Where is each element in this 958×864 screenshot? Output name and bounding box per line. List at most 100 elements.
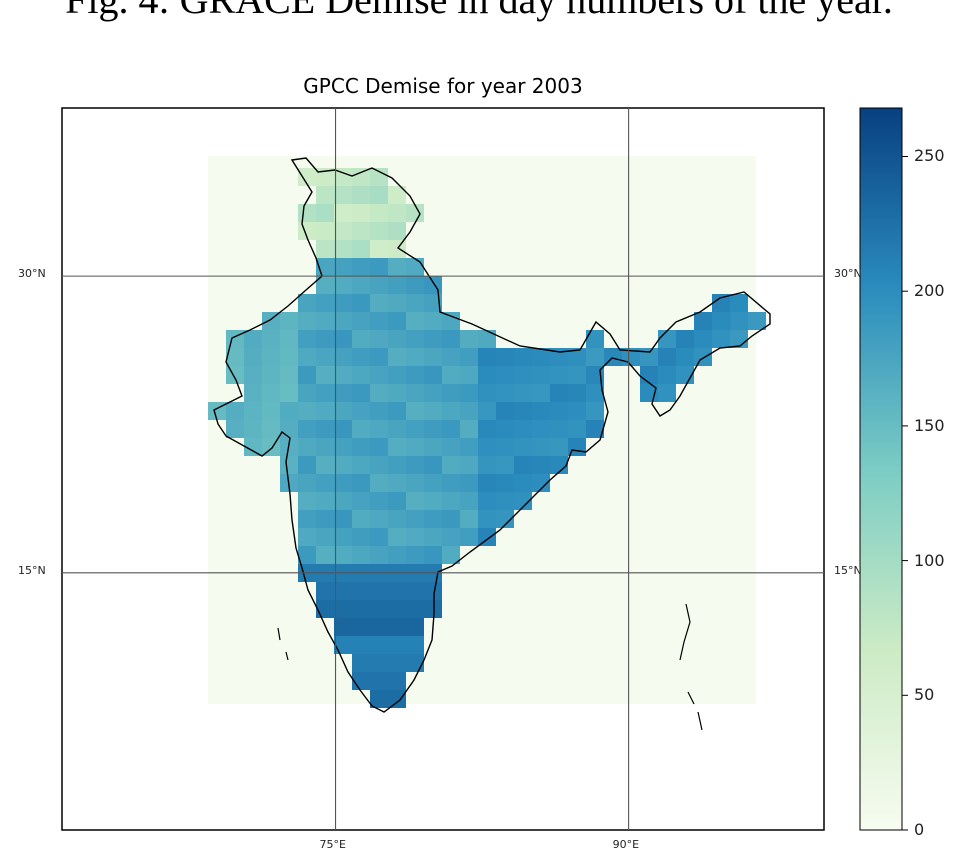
- grid-cell: [370, 348, 388, 366]
- grid-cell: [352, 204, 370, 222]
- grid-cell: [406, 312, 424, 330]
- grid-cell: [478, 384, 496, 402]
- grid-cell: [370, 276, 388, 294]
- grid-cell: [406, 528, 424, 546]
- grid-cell: [370, 384, 388, 402]
- grid-cell: [352, 258, 370, 276]
- grid-cell: [226, 420, 244, 438]
- grid-cell: [316, 492, 334, 510]
- grid-cell: [388, 690, 406, 708]
- grid-cell: [280, 366, 298, 384]
- colorbar: [859, 107, 903, 831]
- grid-cell: [262, 402, 280, 420]
- grid-cell: [460, 474, 478, 492]
- grid-cell: [640, 348, 658, 366]
- grid-cell: [316, 582, 334, 600]
- grid-cell: [352, 420, 370, 438]
- grid-cell: [496, 384, 514, 402]
- grid-cell: [460, 456, 478, 474]
- grid-cell: [514, 492, 532, 510]
- grid-cell: [442, 366, 460, 384]
- grid-cell: [478, 402, 496, 420]
- grid-cell: [334, 402, 352, 420]
- grid-cell: [334, 492, 352, 510]
- grid-cell: [514, 366, 532, 384]
- grid-cell: [514, 456, 532, 474]
- grid-cell: [550, 420, 568, 438]
- grid-cell: [352, 528, 370, 546]
- grid-cell: [298, 204, 316, 222]
- grid-cell: [532, 456, 550, 474]
- grid-cell: [424, 546, 442, 564]
- grid-cell: [334, 294, 352, 312]
- grid-cell: [280, 330, 298, 348]
- grid-cell: [370, 492, 388, 510]
- grid-cell: [370, 510, 388, 528]
- lon-label: 90°E: [612, 838, 640, 851]
- grid-cell: [334, 528, 352, 546]
- grid-cell: [244, 330, 262, 348]
- grid-cell: [280, 348, 298, 366]
- grid-cell: [388, 546, 406, 564]
- grid-cell: [406, 582, 424, 600]
- grid-cell: [424, 402, 442, 420]
- grid-cell: [370, 240, 388, 258]
- grid-cell: [352, 384, 370, 402]
- grid-cell: [334, 420, 352, 438]
- grid-cell: [388, 312, 406, 330]
- grid-cell: [460, 438, 478, 456]
- grid-cell: [640, 366, 658, 384]
- grid-cell: [334, 240, 352, 258]
- grid-cell: [496, 420, 514, 438]
- grid-cell: [316, 312, 334, 330]
- grid-cell: [388, 384, 406, 402]
- grid-cell: [406, 330, 424, 348]
- grid-cell: [298, 312, 316, 330]
- grid-cell: [568, 348, 586, 366]
- grid-cell: [442, 546, 460, 564]
- grid-cell: [676, 330, 694, 348]
- grid-cell: [406, 654, 424, 672]
- grid-cell: [226, 330, 244, 348]
- grid-cell: [478, 528, 496, 546]
- lat-label-right: 15°N: [834, 563, 862, 577]
- grid-cell: [298, 168, 316, 186]
- grid-cell: [532, 348, 550, 366]
- grid-cell: [370, 204, 388, 222]
- grid-cell: [694, 330, 712, 348]
- grid-cell: [694, 312, 712, 330]
- grid-cell: [388, 366, 406, 384]
- grid-cell: [334, 546, 352, 564]
- grid-cell: [424, 348, 442, 366]
- grid-cell: [352, 240, 370, 258]
- grid-cell: [298, 348, 316, 366]
- grid-cell: [334, 348, 352, 366]
- grid-cell: [712, 330, 730, 348]
- grid-cell: [316, 402, 334, 420]
- grid-cell: [406, 474, 424, 492]
- grid-cell: [424, 420, 442, 438]
- grid-cell: [226, 402, 244, 420]
- colorbar-tick-label: 100: [914, 550, 945, 570]
- grid-cell: [730, 294, 748, 312]
- grid-cell: [352, 402, 370, 420]
- grid-cell: [406, 492, 424, 510]
- grid-cell: [442, 456, 460, 474]
- grid-cell: [406, 276, 424, 294]
- grid-cell: [388, 258, 406, 276]
- grid-cell: [352, 474, 370, 492]
- grid-cell: [370, 600, 388, 618]
- grid-cell: [442, 348, 460, 366]
- grid-cell: [442, 528, 460, 546]
- grid-cell: [514, 384, 532, 402]
- grid-cell: [370, 258, 388, 276]
- grid-cell: [370, 654, 388, 672]
- grid-cell: [370, 186, 388, 204]
- grid-cell: [496, 438, 514, 456]
- grid-cell: [406, 402, 424, 420]
- grid-cell: [442, 312, 460, 330]
- lat-label-left: 15°N: [18, 563, 46, 577]
- grid-cell: [370, 366, 388, 384]
- grid-cell: [370, 474, 388, 492]
- grid-cell: [388, 186, 406, 204]
